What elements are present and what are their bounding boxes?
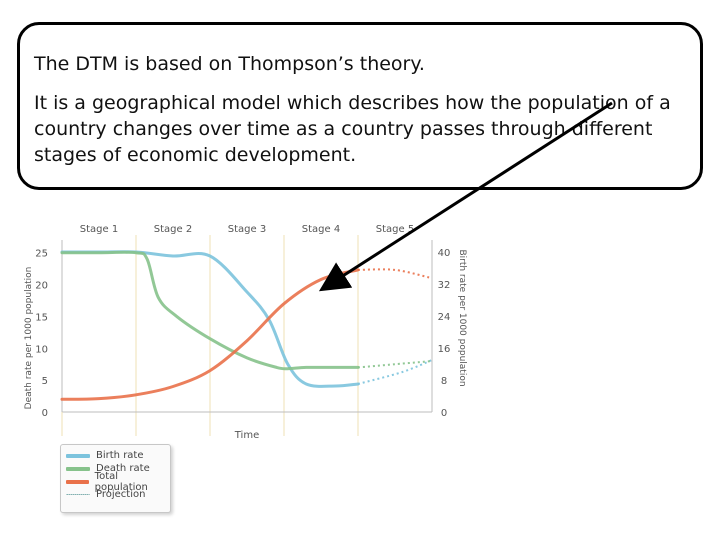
y-right-tick-label: 40 (438, 248, 451, 259)
y-left-tick-label: 25 (35, 249, 48, 260)
stage-label: Stage 3 (228, 224, 266, 235)
y-right-tick-label: 0 (441, 408, 447, 419)
legend-item-population: Total population (66, 471, 170, 493)
total-population-line (60, 268, 360, 401)
y-left-tick-label: 20 (35, 281, 48, 292)
y-left-tick-label: 5 (42, 376, 48, 387)
birth-rate-projection-line (357, 359, 433, 385)
chart-legend: Birth rate Death rate Total population P… (60, 444, 171, 513)
legend-label-population: Total population (94, 470, 148, 493)
legend-label-projection: Projection (96, 489, 146, 500)
legend-item-death: Death rate (66, 462, 170, 475)
death-swatch (66, 466, 90, 471)
stage-label: Stage 1 (80, 224, 118, 235)
legend-label-birth: Birth rate (96, 450, 144, 461)
y-right-tick-label: 16 (438, 344, 451, 355)
y-left-tick-label: 10 (35, 344, 48, 355)
y-left-axis-label: Death rate per 1000 population (24, 267, 34, 410)
y-left-tick-label: 15 (35, 312, 48, 323)
y-right-tick-label: 24 (438, 312, 451, 323)
total-population-projection-line (357, 268, 433, 280)
y-right-tick-label: 8 (441, 376, 447, 387)
text-callout: The DTM is based on Thompson’s theory. I… (17, 22, 703, 190)
legend-item-projection: Projection (66, 488, 170, 501)
callout-line-1: The DTM is based on Thompson’s theory. (34, 53, 425, 75)
birth-swatch (66, 453, 90, 458)
x-axis-label: Time (234, 430, 259, 441)
stage-label: Stage 4 (302, 224, 340, 235)
y-right-tick-label: 32 (438, 280, 451, 291)
projection-swatch (66, 494, 90, 495)
pointer-arrow (318, 101, 613, 292)
population-swatch (66, 479, 89, 484)
callout-line-2: It is a geographical model which describ… (34, 92, 671, 166)
legend-item-birth: Birth rate (66, 449, 170, 462)
stage-label: Stage 5 (376, 224, 414, 235)
death-rate-projection-line (357, 360, 433, 369)
stage-label: Stage 2 (154, 224, 192, 235)
death-rate-line (60, 250, 360, 371)
legend-label-death: Death rate (96, 463, 150, 474)
y-left-tick-label: 0 (42, 408, 48, 419)
y-right-axis-label: Birth rate per 1000 population (457, 249, 467, 386)
